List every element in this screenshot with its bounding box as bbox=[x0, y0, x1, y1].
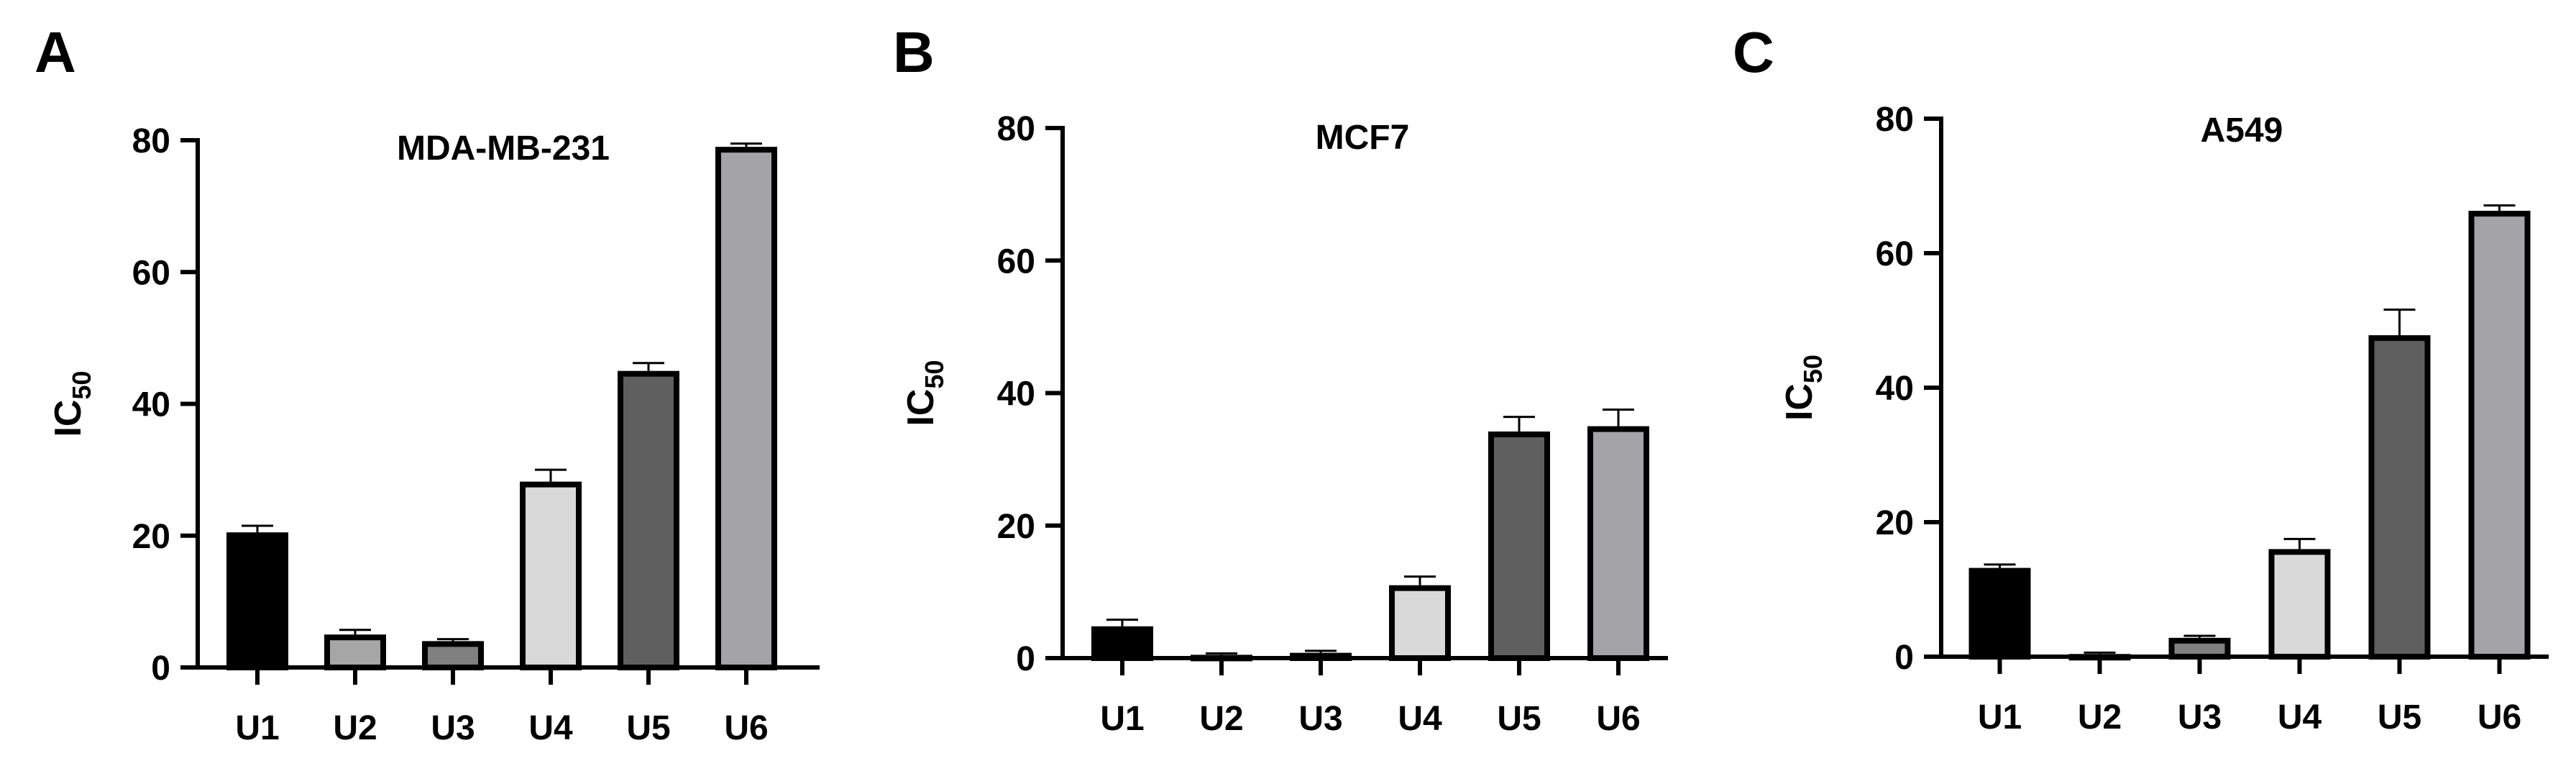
bar bbox=[1091, 626, 1153, 662]
x-tick-label: U3 bbox=[431, 709, 475, 747]
bar bbox=[226, 532, 288, 671]
y-tick-label: 60 bbox=[132, 254, 170, 292]
y-tick-label: 80 bbox=[1876, 101, 1914, 139]
bar bbox=[422, 641, 484, 670]
y-tick-label: 40 bbox=[132, 386, 170, 424]
chart-title: MCF7 bbox=[1316, 119, 1410, 157]
x-tick-label: U4 bbox=[528, 709, 573, 747]
chart-title: MDA-MB-231 bbox=[397, 129, 610, 168]
bar bbox=[1488, 431, 1550, 661]
bar bbox=[1968, 567, 2031, 660]
x-tick-label: U1 bbox=[1978, 698, 2022, 737]
y-axis-label: IC50 bbox=[1779, 355, 1828, 421]
x-tick-label: U5 bbox=[1497, 700, 1541, 738]
y-tick-label: 40 bbox=[997, 375, 1035, 414]
y-tick-label: 20 bbox=[132, 518, 170, 556]
y-tick-label: 80 bbox=[997, 110, 1035, 148]
y-axis-label-main: IC bbox=[900, 389, 942, 427]
x-tick-label: U5 bbox=[2378, 698, 2421, 737]
panel-c: C A549 IC50 0 20 40 60 80 U1 U2 U3 U4 U5 U6 bbox=[1733, 20, 2549, 737]
x-tick-label: U4 bbox=[2278, 698, 2322, 737]
bar bbox=[2268, 549, 2331, 660]
bar bbox=[324, 634, 386, 670]
x-tick-label: U1 bbox=[235, 709, 279, 747]
panel-letter: C bbox=[1733, 20, 1774, 84]
y-tick-label: 0 bbox=[1894, 639, 1914, 677]
x-tick-label: U3 bbox=[2178, 698, 2222, 737]
y-tick-label: 60 bbox=[997, 242, 1035, 281]
y-tick-label: 0 bbox=[1016, 640, 1035, 678]
x-tick-label: U2 bbox=[333, 709, 377, 747]
y-axis-label-main: IC bbox=[1779, 383, 1820, 421]
y-tick-label: 40 bbox=[1876, 370, 1914, 408]
x-tick-label: U2 bbox=[1199, 700, 1243, 738]
y-axis-label-subscript: 50 bbox=[1798, 355, 1828, 383]
bar bbox=[2368, 335, 2431, 660]
x-tick-label: U5 bbox=[626, 709, 670, 747]
x-tick-label: U6 bbox=[2478, 698, 2521, 737]
x-tick-label: U6 bbox=[1596, 700, 1640, 738]
bar bbox=[2468, 211, 2531, 660]
y-tick-label: 80 bbox=[132, 122, 170, 160]
y-tick-label: 20 bbox=[1876, 504, 1914, 542]
x-tick-label: U1 bbox=[1100, 700, 1144, 738]
x-tick-label: U3 bbox=[1298, 700, 1342, 738]
x-tick-label: U6 bbox=[724, 709, 768, 747]
bar bbox=[715, 147, 777, 671]
y-axis-label-subscript: 50 bbox=[920, 360, 949, 388]
y-axis-label: IC50 bbox=[47, 370, 96, 437]
bar bbox=[618, 370, 679, 670]
y-tick-label: 0 bbox=[151, 649, 170, 688]
bar bbox=[520, 481, 582, 670]
x-tick-label: U2 bbox=[2078, 698, 2122, 737]
bar bbox=[1191, 655, 1252, 662]
y-axis-label: IC50 bbox=[900, 360, 949, 426]
panel-letter: B bbox=[893, 20, 935, 84]
y-tick-label: 20 bbox=[997, 508, 1035, 546]
panel-a: A MDA-MB-231 IC50 0 20 40 60 80 U1 U2 U3 U4 U5 U6 bbox=[35, 20, 820, 747]
chart-title: A549 bbox=[2201, 111, 2283, 150]
panel-letter: A bbox=[35, 20, 76, 84]
bar bbox=[1290, 652, 1352, 662]
y-axis-label-main: IC bbox=[47, 400, 89, 437]
x-tick-label: U4 bbox=[1398, 700, 1442, 738]
bar bbox=[2168, 637, 2231, 660]
bar bbox=[1389, 585, 1451, 661]
panel-b: B MCF7 IC50 0 20 40 60 80 U1 U2 U3 U4 U5 U6 bbox=[893, 20, 1668, 738]
bar bbox=[1587, 426, 1649, 661]
y-axis-label-subscript: 50 bbox=[67, 370, 96, 399]
y-tick-label: 60 bbox=[1876, 235, 1914, 273]
